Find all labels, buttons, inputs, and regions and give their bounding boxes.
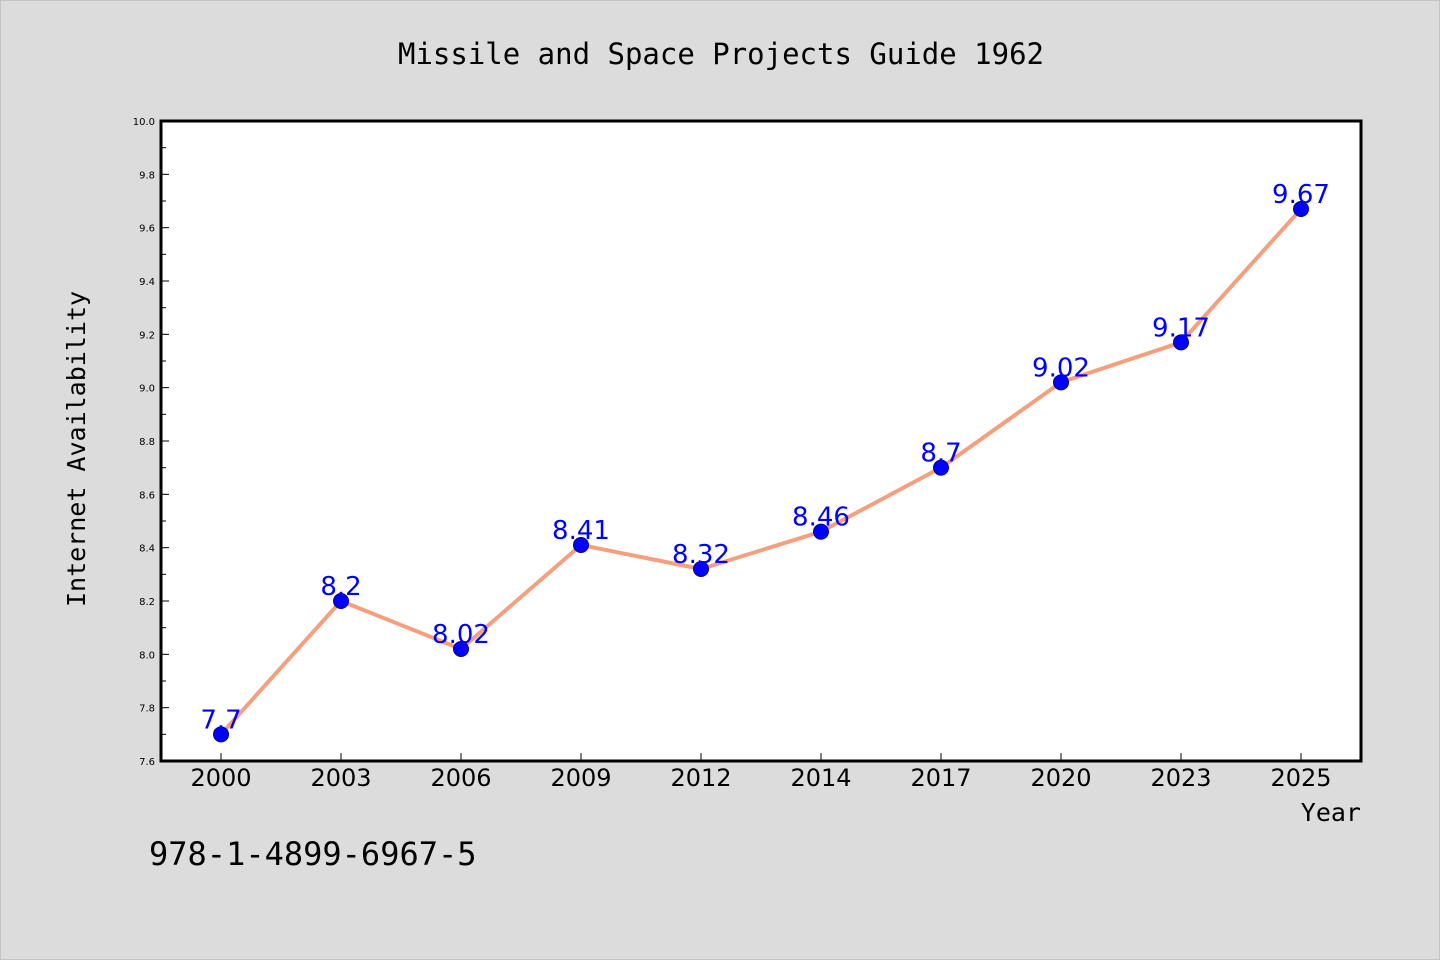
y-tick-label: 9.0 (139, 384, 155, 395)
data-label: 8.02 (432, 620, 490, 650)
data-label: 8.32 (672, 540, 730, 570)
series-line (219, 207, 1303, 736)
isbn-label: 978-1-4899-6967-5 (149, 835, 477, 873)
data-point (573, 537, 589, 553)
data-point (1293, 201, 1309, 217)
x-tick-label: 2009 (550, 764, 611, 792)
y-axis-label: Internet Availability (62, 291, 91, 607)
y-tick-label: 8.0 (139, 650, 155, 661)
data-point (1173, 334, 1189, 351)
data-point (933, 459, 949, 476)
x-tick-label: 2017 (910, 764, 971, 792)
y-tick-label: 9.2 (139, 330, 155, 341)
chart-title: Missile and Space Projects Guide 1962 (398, 37, 1044, 71)
y-tick-label: 9.8 (139, 170, 155, 181)
series-line-path (219, 207, 1303, 736)
data-label: 8.2 (320, 572, 361, 602)
data-point (813, 523, 829, 540)
y-tick-label: 10.0 (133, 117, 155, 128)
data-point (213, 726, 229, 743)
x-tick-label: 2023 (1150, 764, 1211, 792)
y-tick-label: 8.6 (139, 490, 155, 501)
y-tick-label: 8.2 (139, 597, 155, 608)
data-label: 9.02 (1032, 353, 1090, 383)
data-label: 8.7 (920, 439, 961, 469)
data-label: 9.67 (1272, 180, 1330, 210)
x-tick-label: 2006 (430, 764, 491, 792)
data-label: 8.46 (792, 503, 850, 533)
data-markers (213, 201, 1309, 743)
data-point (453, 641, 469, 657)
x-tick-label: 2020 (1030, 764, 1091, 792)
x-tick-label: 2000 (190, 764, 251, 792)
data-point (1053, 374, 1069, 391)
x-tick-label: 2014 (790, 764, 851, 792)
x-axis: 2000 2003 2006 2009 2012 2014 2017 2020 2023 2025 (190, 753, 1332, 792)
data-label: 8.41 (552, 516, 610, 546)
y-axis: 7.6 7.8 8.0 8.2 8.4 8.6 8.8 9.0 9.2 9.4 9.6 9.8 10.0 (133, 117, 169, 768)
y-tick-label: 7.6 (139, 757, 155, 768)
x-axis-label: Year (1301, 798, 1361, 827)
x-tick-label: 2003 (310, 764, 371, 792)
x-tick-label: 2012 (670, 764, 731, 792)
plot-area (159, 119, 1363, 763)
data-label: 7.7 (200, 705, 241, 735)
y-tick-label: 7.8 (139, 704, 155, 715)
data-point (333, 593, 349, 609)
y-tick-label: 9.4 (139, 277, 155, 288)
data-point (693, 561, 709, 577)
data-label: 9.17 (1152, 313, 1210, 343)
y-tick-label: 9.6 (139, 224, 155, 235)
data-labels: 7.7 8.2 8.02 8.41 8.32 8.46 8.7 9.02 9.17 9.67 (200, 180, 1330, 735)
y-tick-label: 8.4 (139, 544, 155, 555)
x-tick-label: 2025 (1270, 764, 1331, 792)
y-tick-label: 8.8 (139, 437, 155, 448)
